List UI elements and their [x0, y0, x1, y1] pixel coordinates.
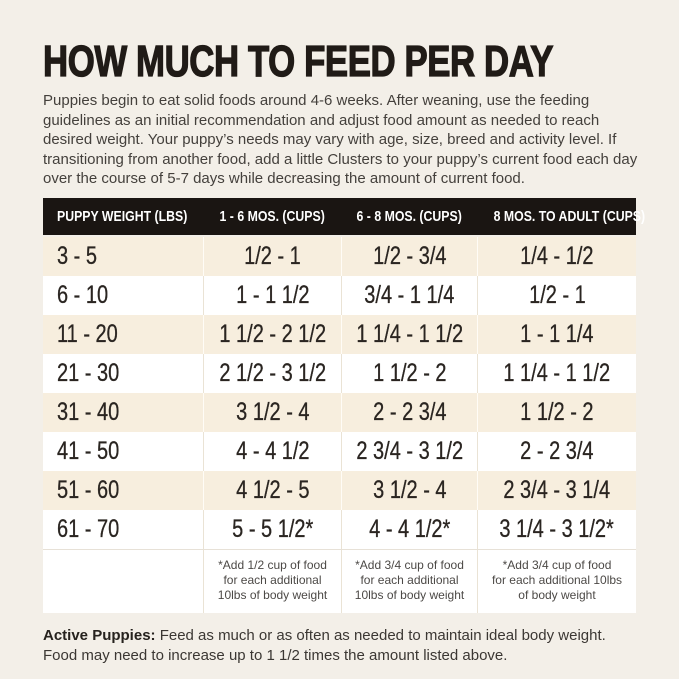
table-row: 21 - 30 2 1/2 - 3 1/2 1 1/2 - 2 1 1/4 - … [43, 353, 636, 393]
cups-cell: 1 1/4 - 1 1/2 [341, 314, 477, 354]
note-text: Feed as much or as often as needed to ma… [43, 626, 606, 664]
weight-cell: 61 - 70 [57, 514, 120, 543]
weight-cell: 31 - 40 [57, 397, 120, 426]
table-row: 51 - 60 4 1/2 - 5 3 1/2 - 4 2 3/4 - 3 1/… [43, 470, 636, 510]
table-row: 11 - 20 1 1/2 - 2 1/2 1 1/4 - 1 1/2 1 - … [43, 314, 636, 354]
table-row: 6 - 10 1 - 1 1/2 3/4 - 1 1/4 1/2 - 1 [43, 275, 636, 315]
table-row: 61 - 70 5 - 5 1/2* 4 - 4 1/2* 3 1/4 - 3 … [43, 509, 636, 549]
cups-cell: 4 - 4 1/2 [203, 431, 341, 471]
footnote-6-8-mos: *Add 3/4 cup of food for each additional… [341, 549, 477, 613]
table-row: 31 - 40 3 1/2 - 4 2 - 2 3/4 1 1/2 - 2 [43, 392, 636, 432]
cups-cell: 2 3/4 - 3 1/2 [341, 431, 477, 471]
cups-cell: 1 - 1 1/4 [477, 314, 636, 354]
cups-cell: 1/2 - 1 [477, 275, 636, 315]
cups-cell: 1 1/4 - 1 1/2 [477, 353, 636, 393]
cups-cell: 4 1/2 - 5 [203, 470, 341, 510]
cups-cell: 2 - 2 3/4 [341, 392, 477, 432]
cups-cell: 1/2 - 3/4 [341, 236, 477, 276]
cups-cell: 1/4 - 1/2 [477, 236, 636, 276]
note-label: Active Puppies: [43, 626, 156, 644]
table-header-row: PUPPY WEIGHT (LBS) 1 - 6 MOS. (CUPS) 6 -… [43, 197, 646, 235]
cups-cell: 2 1/2 - 3 1/2 [203, 353, 341, 393]
cups-cell: 1 1/2 - 2 1/2 [203, 314, 341, 354]
header-6-8-mos: 6 - 8 MOS. (CUPS) [356, 207, 462, 225]
footnote-1-6-mos: *Add 1/2 cup of food for each additional… [203, 549, 341, 613]
header-8-mos-adult: 8 MOS. TO ADULT (CUPS) [493, 207, 646, 225]
page-title: HOW MUCH TO FEED PER DAY [42, 37, 554, 86]
weight-cell: 41 - 50 [57, 436, 120, 465]
table-row: 41 - 50 4 - 4 1/2 2 3/4 - 3 1/2 2 - 2 3/… [43, 431, 636, 471]
table-row: 3 - 5 1/2 - 1 1/2 - 3/4 1/4 - 1/2 [43, 236, 636, 276]
cups-cell: 1 1/2 - 2 [477, 392, 636, 432]
cups-cell: 2 - 2 3/4 [477, 431, 636, 471]
weight-cell: 21 - 30 [57, 358, 120, 387]
header-1-6-mos: 1 - 6 MOS. (CUPS) [219, 207, 325, 225]
cups-cell: 3/4 - 1 1/4 [341, 275, 477, 315]
cups-cell: 3 1/2 - 4 [203, 392, 341, 432]
header-puppy-weight: PUPPY WEIGHT (LBS) [57, 207, 188, 225]
weight-cell: 3 - 5 [57, 241, 98, 270]
intro-text: Puppies begin to eat solid foods around … [43, 92, 638, 187]
cups-cell: 1 1/2 - 2 [341, 353, 477, 393]
cups-cell: 2 3/4 - 3 1/4 [477, 470, 636, 510]
cups-cell: 3 1/2 - 4 [341, 470, 477, 510]
footnote-empty [43, 550, 203, 613]
active-puppies-note: Active Puppies: Feed as much or as often… [43, 626, 642, 666]
feeding-table: PUPPY WEIGHT (LBS) 1 - 6 MOS. (CUPS) 6 -… [43, 197, 646, 613]
cups-cell: 1 - 1 1/2 [203, 275, 341, 315]
table-footnote-row: *Add 1/2 cup of food for each additional… [43, 548, 636, 613]
cups-cell: 3 1/4 - 3 1/2* [477, 509, 636, 549]
weight-cell: 11 - 20 [57, 319, 118, 348]
cups-cell: 1/2 - 1 [203, 236, 341, 276]
weight-cell: 6 - 10 [57, 280, 109, 309]
cups-cell: 5 - 5 1/2* [203, 509, 341, 549]
weight-cell: 51 - 60 [57, 475, 120, 504]
cups-cell: 4 - 4 1/2* [341, 509, 477, 549]
footnote-8-mos-adult: *Add 3/4 cup of food for each additional… [477, 549, 636, 613]
